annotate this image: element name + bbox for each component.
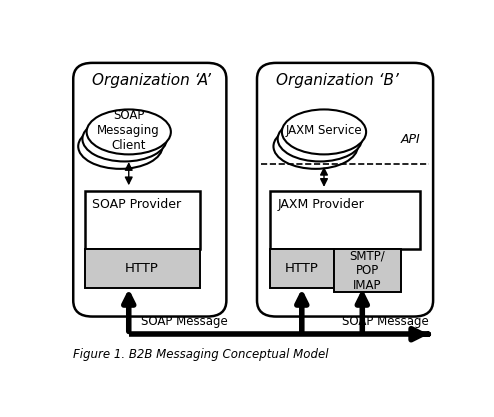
Text: HTTP: HTTP bbox=[285, 262, 319, 275]
Text: SOAP Provider: SOAP Provider bbox=[92, 198, 181, 211]
Text: Organization ‘A’: Organization ‘A’ bbox=[92, 73, 211, 88]
Text: Figure 1. B2B Messaging Conceptual Model: Figure 1. B2B Messaging Conceptual Model bbox=[73, 349, 329, 362]
Ellipse shape bbox=[82, 116, 166, 161]
Text: SMTP/
POP
IMAP: SMTP/ POP IMAP bbox=[349, 249, 385, 292]
FancyBboxPatch shape bbox=[257, 63, 433, 317]
Text: SOAP Message: SOAP Message bbox=[141, 315, 228, 328]
Bar bbox=[85, 191, 200, 249]
Bar bbox=[333, 249, 401, 292]
FancyBboxPatch shape bbox=[73, 63, 226, 317]
Ellipse shape bbox=[282, 109, 366, 154]
Text: API: API bbox=[400, 133, 420, 146]
Bar bbox=[270, 249, 333, 288]
Ellipse shape bbox=[274, 124, 358, 169]
Text: SOAP Message: SOAP Message bbox=[342, 315, 429, 328]
Bar bbox=[270, 191, 420, 249]
Ellipse shape bbox=[86, 109, 171, 154]
Text: HTTP: HTTP bbox=[125, 262, 159, 275]
Text: JAXM Provider: JAXM Provider bbox=[278, 198, 365, 211]
Ellipse shape bbox=[278, 116, 362, 161]
Text: JAXM Service: JAXM Service bbox=[286, 124, 362, 137]
Bar bbox=[85, 249, 200, 288]
Text: SOAP
Messaging
Client: SOAP Messaging Client bbox=[97, 109, 160, 152]
Text: Organization ‘B’: Organization ‘B’ bbox=[276, 73, 399, 88]
Ellipse shape bbox=[78, 124, 163, 169]
